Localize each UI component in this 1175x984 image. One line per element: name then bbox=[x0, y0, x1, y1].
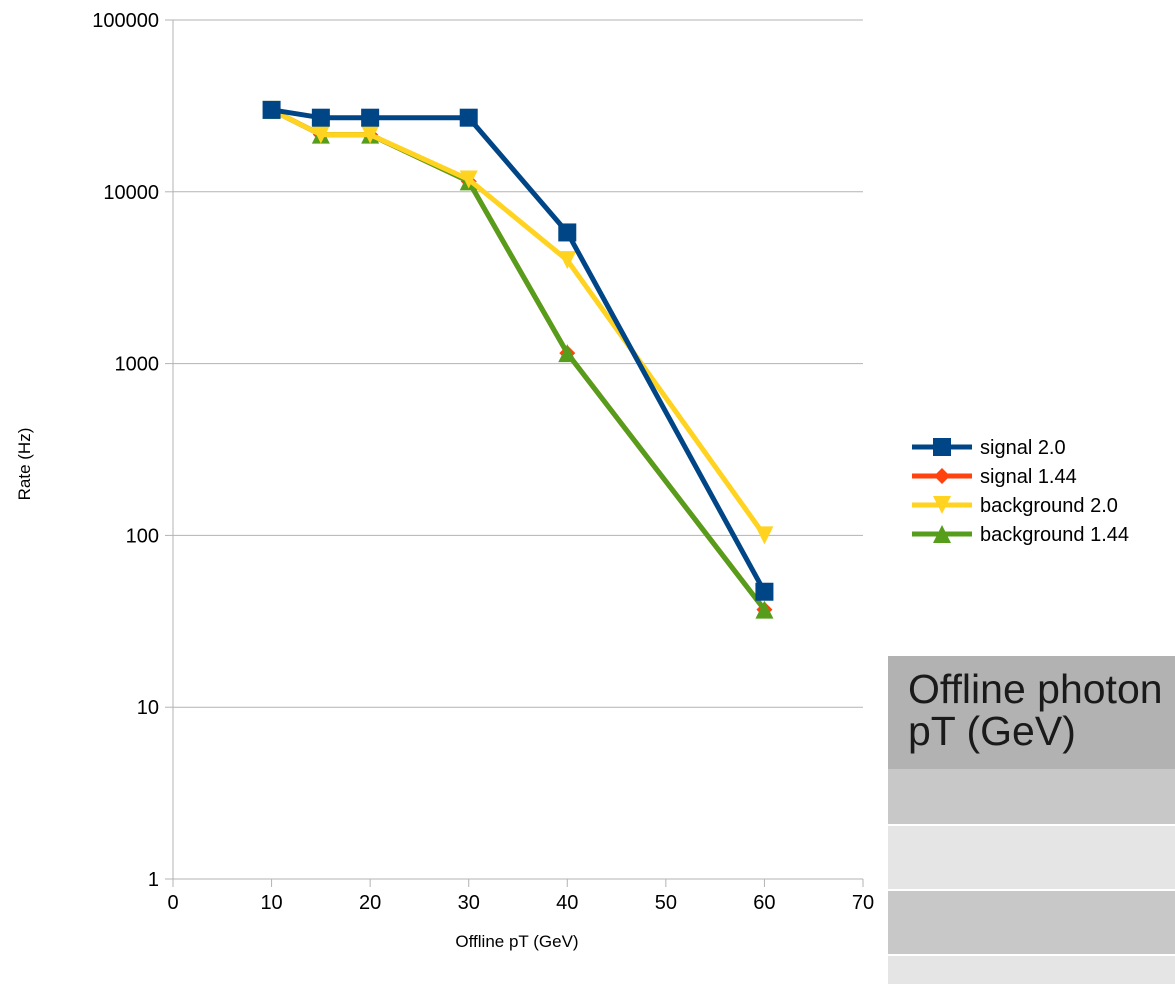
grid-lines bbox=[173, 19, 863, 880]
x-tick-label: 60 bbox=[753, 892, 775, 914]
y-axis-title: Rate (Hz) bbox=[15, 428, 34, 501]
x-tick-label: 20 bbox=[359, 892, 381, 914]
marker-triangle-down bbox=[558, 251, 577, 270]
marker-diamond bbox=[934, 468, 950, 484]
y-tick-label: 100000 bbox=[92, 10, 159, 32]
marker-square bbox=[311, 108, 330, 127]
series-lines bbox=[262, 100, 774, 619]
marker-square bbox=[262, 100, 281, 119]
legend-label: signal 1.44 bbox=[980, 466, 1077, 488]
y-tick-label: 10000 bbox=[103, 182, 159, 204]
y-tick-label: 100 bbox=[126, 525, 159, 547]
series-line bbox=[270, 107, 767, 612]
legend-label: background 2.0 bbox=[980, 495, 1118, 517]
marker-square bbox=[558, 223, 577, 242]
marker-square bbox=[933, 438, 951, 456]
y-tick-label: 1 bbox=[148, 869, 159, 891]
table-row bbox=[888, 769, 1175, 824]
legend-entry: signal 2.0 bbox=[912, 437, 1066, 459]
marker-triangle-up bbox=[558, 344, 577, 363]
table-row bbox=[888, 826, 1175, 889]
x-tick-label: 40 bbox=[556, 892, 578, 914]
y-tick-label: 1000 bbox=[115, 354, 160, 376]
series-line bbox=[270, 107, 767, 537]
x-axis-title: Offline pT (GeV) bbox=[455, 932, 578, 951]
tick-labels: 1 10 100 1000 10000 100000 0 10 20 30 40 50 60 70 bbox=[92, 10, 874, 914]
legend-label: signal 2.0 bbox=[980, 437, 1066, 459]
table-row bbox=[888, 956, 1175, 984]
table-header-text: Offline photon pT (GeV) bbox=[908, 666, 1163, 754]
x-tick-label: 10 bbox=[260, 892, 282, 914]
legend-entry: background 1.44 bbox=[912, 524, 1129, 546]
series-signal-1-44 bbox=[263, 101, 773, 618]
data-table-fragment: Offline photon pT (GeV) bbox=[888, 656, 1175, 984]
y-tick-label: 10 bbox=[137, 697, 159, 719]
legend-label: background 1.44 bbox=[980, 524, 1129, 546]
marker-triangle-down bbox=[361, 125, 380, 144]
table-header-cell: Offline photon pT (GeV) bbox=[888, 656, 1175, 769]
legend-entry: signal 1.44 bbox=[912, 466, 1077, 488]
marker-triangle-up bbox=[755, 600, 774, 619]
marker-square bbox=[361, 108, 380, 127]
series-line bbox=[270, 107, 767, 612]
series-background-2-0 bbox=[262, 100, 774, 545]
axes bbox=[165, 19, 864, 887]
series-line bbox=[271, 107, 767, 593]
marker-square bbox=[459, 108, 478, 127]
marker-triangle-down bbox=[933, 496, 951, 514]
x-tick-label: 70 bbox=[852, 892, 874, 914]
x-tick-label: 0 bbox=[167, 892, 178, 914]
x-tick-label: 50 bbox=[655, 892, 677, 914]
marker-triangle-down bbox=[459, 170, 478, 189]
marker-triangle-down bbox=[755, 526, 774, 545]
marker-square bbox=[755, 582, 774, 601]
legend: signal 2.0 signal 1.44 background 2.0 backg… bbox=[912, 437, 1129, 546]
marker-triangle-down bbox=[311, 125, 330, 144]
legend-entry: background 2.0 bbox=[912, 495, 1118, 517]
marker-triangle-up bbox=[933, 525, 951, 543]
x-tick-label: 30 bbox=[458, 892, 480, 914]
series-signal-2-0 bbox=[262, 100, 774, 601]
table-row bbox=[888, 891, 1175, 954]
